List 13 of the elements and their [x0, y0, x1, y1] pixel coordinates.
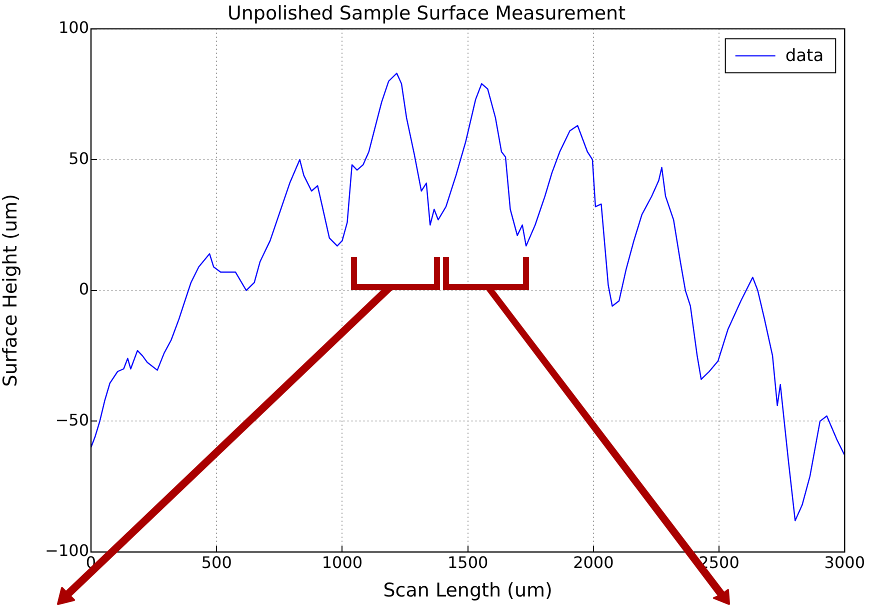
- legend-label: data: [785, 46, 824, 66]
- y-tick-label: 100: [58, 18, 89, 37]
- x-axis-title: Scan Length (um): [383, 580, 552, 602]
- y-tick-label: 0: [78, 280, 89, 299]
- x-tick-label: 2000: [573, 552, 614, 572]
- x-tick-label: 3000: [824, 552, 865, 572]
- x-tick-label: 1000: [322, 552, 363, 572]
- chart-title: Unpolished Sample Surface Measurement: [227, 2, 626, 24]
- y-axis-title: Surface Height (um): [0, 194, 22, 387]
- x-tick-label: 1500: [447, 552, 488, 572]
- y-tick-label: 50: [68, 148, 89, 168]
- y-tick-label: −50: [55, 410, 89, 430]
- x-tick-label: 500: [201, 552, 232, 572]
